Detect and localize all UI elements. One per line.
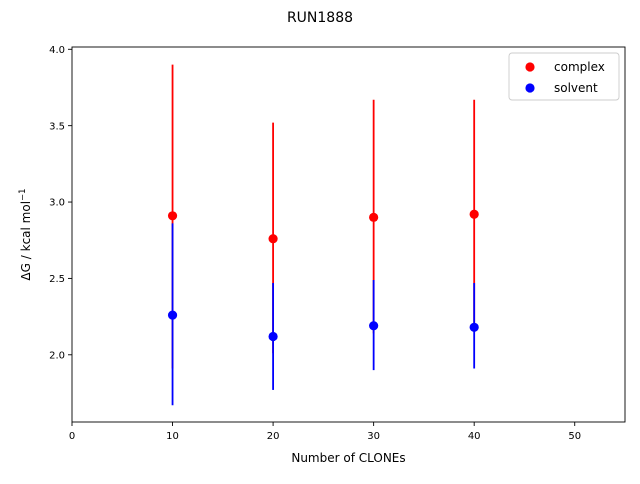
x-tick-label: 20 <box>267 431 280 442</box>
x-axis: 0 10 20 30 40 50 <box>69 422 581 442</box>
plot-frame <box>71 46 626 423</box>
y-tick-label: 3.0 <box>49 198 65 209</box>
x-tick-label: 10 <box>166 431 179 442</box>
legend-label-solvent: solvent <box>554 81 598 95</box>
solvent-point <box>167 310 178 320</box>
solvent-point <box>469 322 479 332</box>
data-markers <box>167 209 479 342</box>
legend: complex solvent <box>508 52 620 101</box>
x-tick-label: 0 <box>69 431 75 442</box>
y-tick-label: 3.5 <box>49 121 65 132</box>
plot-area <box>72 47 625 422</box>
legend-box <box>508 52 620 101</box>
complex-point <box>369 212 379 222</box>
x-axis-label: Number of CLONEs <box>291 451 405 465</box>
y-tick-label: 4.0 <box>49 45 65 56</box>
y-axis-label: ΔG / kcal mol−1 <box>18 188 33 280</box>
y-axis-label-sup: −1 <box>18 188 28 201</box>
solvent-point <box>369 321 379 331</box>
x-tick-label: 50 <box>568 431 581 442</box>
y-axis: 2.0 2.5 3.0 3.5 4.0 <box>49 45 72 361</box>
complex-point <box>469 209 479 219</box>
legend-marker-solvent <box>525 83 535 93</box>
solvent-point <box>268 331 278 342</box>
y-axis-label-main: ΔG / kcal mol <box>19 201 33 281</box>
y-tick-label: 2.0 <box>49 350 65 361</box>
legend-marker-complex <box>525 62 535 72</box>
complex-point <box>268 234 278 244</box>
complex-point <box>167 211 178 221</box>
legend-label-complex: complex <box>554 60 605 74</box>
chart-title: RUN1888 <box>287 10 353 26</box>
y-tick-label: 2.5 <box>49 274 65 285</box>
x-tick-label: 30 <box>367 431 380 442</box>
x-tick-label: 40 <box>468 431 481 442</box>
